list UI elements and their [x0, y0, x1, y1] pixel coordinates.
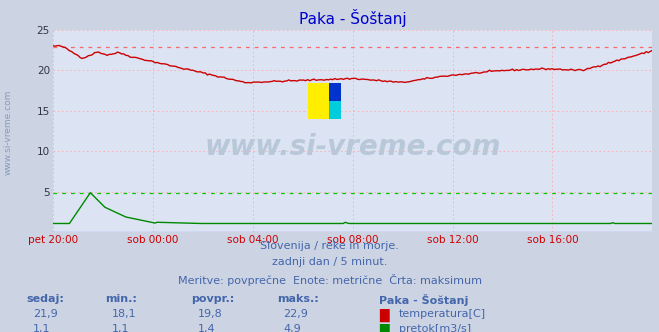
- Title: Paka - Šoštanj: Paka - Šoštanj: [299, 9, 407, 27]
- Text: Slovenija / reke in morje.: Slovenija / reke in morje.: [260, 241, 399, 251]
- Text: min.:: min.:: [105, 294, 137, 304]
- Text: zadnji dan / 5 minut.: zadnji dan / 5 minut.: [272, 257, 387, 267]
- Text: sedaj:: sedaj:: [26, 294, 64, 304]
- Text: 4,9: 4,9: [283, 324, 301, 332]
- Text: pretok[m3/s]: pretok[m3/s]: [399, 324, 471, 332]
- Bar: [308, 83, 329, 119]
- Text: www.si-vreme.com: www.si-vreme.com: [204, 133, 501, 161]
- Text: Paka - Šoštanj: Paka - Šoštanj: [379, 294, 469, 306]
- Text: 1,4: 1,4: [198, 324, 215, 332]
- Bar: [329, 101, 341, 119]
- Text: maks.:: maks.:: [277, 294, 318, 304]
- Text: www.si-vreme.com: www.si-vreme.com: [3, 90, 13, 176]
- Text: █: █: [379, 309, 389, 322]
- Text: temperatura[C]: temperatura[C]: [399, 309, 486, 319]
- Text: povpr.:: povpr.:: [191, 294, 235, 304]
- Text: 1,1: 1,1: [33, 324, 51, 332]
- Text: 21,9: 21,9: [33, 309, 58, 319]
- Text: 22,9: 22,9: [283, 309, 308, 319]
- Text: █: █: [379, 324, 389, 332]
- Bar: [329, 83, 341, 101]
- Text: 18,1: 18,1: [112, 309, 136, 319]
- Text: 19,8: 19,8: [198, 309, 223, 319]
- Text: 1,1: 1,1: [112, 324, 130, 332]
- Text: Meritve: povprečne  Enote: metrične  Črta: maksimum: Meritve: povprečne Enote: metrične Črta:…: [177, 274, 482, 286]
